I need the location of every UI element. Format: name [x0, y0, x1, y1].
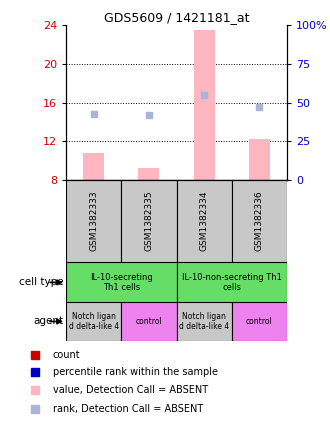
Text: GSM1382334: GSM1382334 [200, 191, 209, 251]
Text: cell type: cell type [19, 277, 64, 287]
Text: agent: agent [34, 316, 64, 327]
Bar [66, 180, 121, 262]
Text: control: control [246, 317, 273, 326]
Bar [177, 262, 287, 302]
Text: GSM1382333: GSM1382333 [89, 191, 98, 251]
Text: rank, Detection Call = ABSENT: rank, Detection Call = ABSENT [53, 404, 203, 415]
Text: Notch ligan
d delta-like 4: Notch ligan d delta-like 4 [179, 312, 229, 331]
Bar [66, 262, 177, 302]
Bar [177, 302, 232, 341]
Bar [66, 302, 121, 341]
Text: Notch ligan
d delta-like 4: Notch ligan d delta-like 4 [69, 312, 119, 331]
Bar [232, 180, 287, 262]
Bar [249, 139, 270, 180]
Text: IL-10-secreting
Th1 cells: IL-10-secreting Th1 cells [90, 273, 153, 292]
Text: IL-10-non-secreting Th1
cells: IL-10-non-secreting Th1 cells [182, 273, 282, 292]
Text: control: control [136, 317, 162, 326]
Text: count: count [53, 349, 81, 360]
Text: GSM1382336: GSM1382336 [255, 191, 264, 251]
Bar [138, 168, 159, 180]
Text: GSM1382335: GSM1382335 [145, 191, 153, 251]
Text: value, Detection Call = ABSENT: value, Detection Call = ABSENT [53, 385, 208, 395]
Text: percentile rank within the sample: percentile rank within the sample [53, 367, 218, 377]
Bar [83, 153, 104, 180]
Title: GDS5609 / 1421181_at: GDS5609 / 1421181_at [104, 11, 249, 24]
Bar [121, 180, 177, 262]
Bar [121, 302, 177, 341]
Bar [232, 302, 287, 341]
Bar [194, 30, 215, 180]
Bar [177, 180, 232, 262]
